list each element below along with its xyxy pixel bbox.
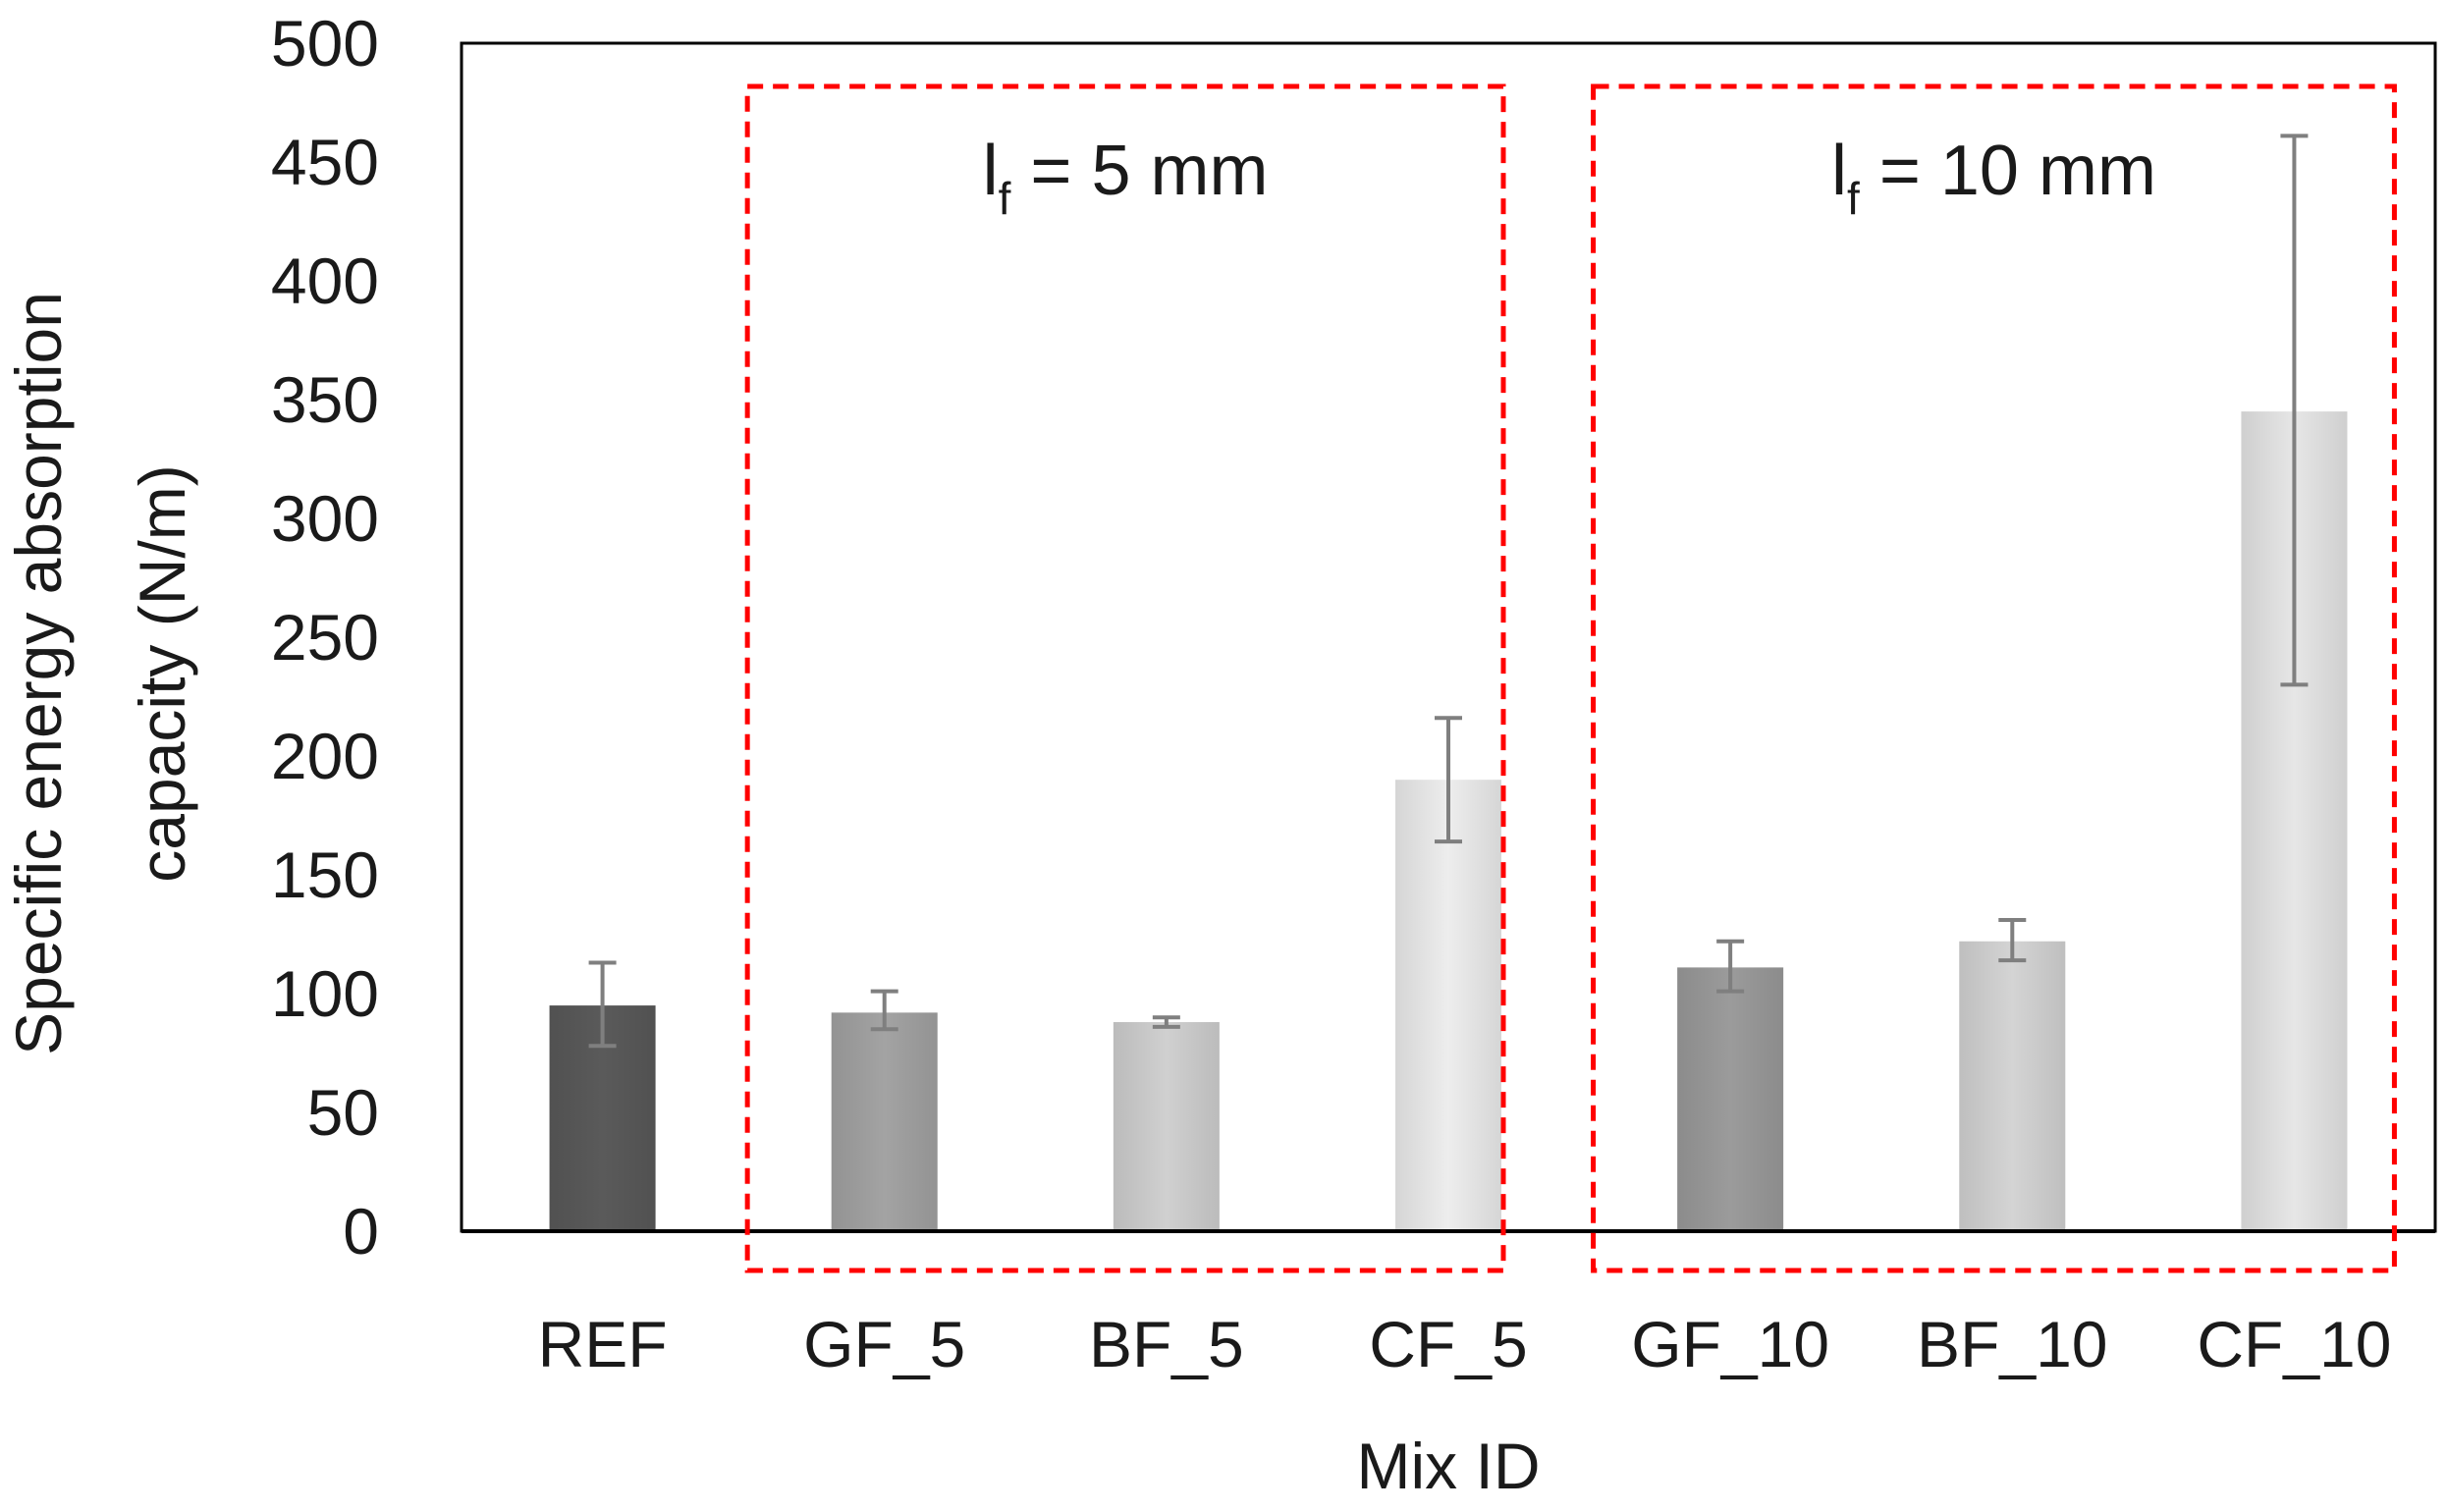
y-tick-label: 250: [271, 601, 379, 674]
group-label-rest: = 10 mm: [1860, 132, 2156, 210]
error-bar-gf-10: [1716, 939, 1745, 994]
bar-shading: [1677, 967, 1784, 1231]
y-tick-label: 400: [271, 244, 379, 317]
error-bar-cf-5: [1435, 716, 1462, 844]
y-tick-label: 450: [271, 126, 379, 198]
group-label-subscript: f: [1847, 173, 1860, 224]
y-tick-label: 300: [271, 482, 379, 555]
x-tick-label: CF_5: [1369, 1308, 1527, 1380]
y-tick-label: 150: [271, 838, 379, 911]
error-bar-cf-10: [2280, 134, 2309, 687]
x-tick-label: REF: [538, 1308, 668, 1380]
group-label-1: lf = 5 mm: [983, 132, 1269, 224]
error-bar-bf-5: [1152, 1015, 1180, 1029]
error-bar-gf-5: [870, 989, 898, 1032]
bar-shading: [831, 1012, 938, 1231]
y-tick-label: 100: [271, 957, 379, 1030]
group-label-rest: = 5 mm: [1010, 132, 1268, 210]
error-bar-ref: [588, 960, 617, 1049]
y-tick-label: 350: [271, 363, 379, 436]
bar-shading: [1959, 941, 2066, 1231]
x-tick-label: GF_5: [803, 1308, 965, 1380]
bar-shading: [1395, 780, 1501, 1231]
group-label-2: lf = 10 mm: [1831, 132, 2156, 224]
y-tick-label: 500: [271, 7, 379, 80]
group-label-main: l: [983, 132, 999, 210]
x-tick-label: GF_10: [1631, 1308, 1829, 1380]
x-tick-label: CF_10: [2197, 1308, 2391, 1380]
bar-shading: [1113, 1022, 1220, 1231]
y-tick-label: 0: [343, 1195, 379, 1268]
group-label-main: l: [1831, 132, 1847, 210]
y-axis-title-line-2: capacity (N/m): [126, 464, 198, 882]
group-box-2: [1591, 83, 2397, 1273]
group-label-subscript: f: [999, 173, 1011, 224]
y-tick-label: 50: [307, 1076, 379, 1149]
x-tick-label: BF_10: [1917, 1308, 2107, 1380]
error-bar-bf-10: [1998, 917, 2027, 963]
x-tick-label: BF_5: [1089, 1308, 1244, 1380]
y-tick-label: 200: [271, 720, 379, 792]
x-axis-title: Mix ID: [1357, 1430, 1541, 1502]
y-axis-title-line-1: Specific energy absorption: [2, 292, 75, 1055]
